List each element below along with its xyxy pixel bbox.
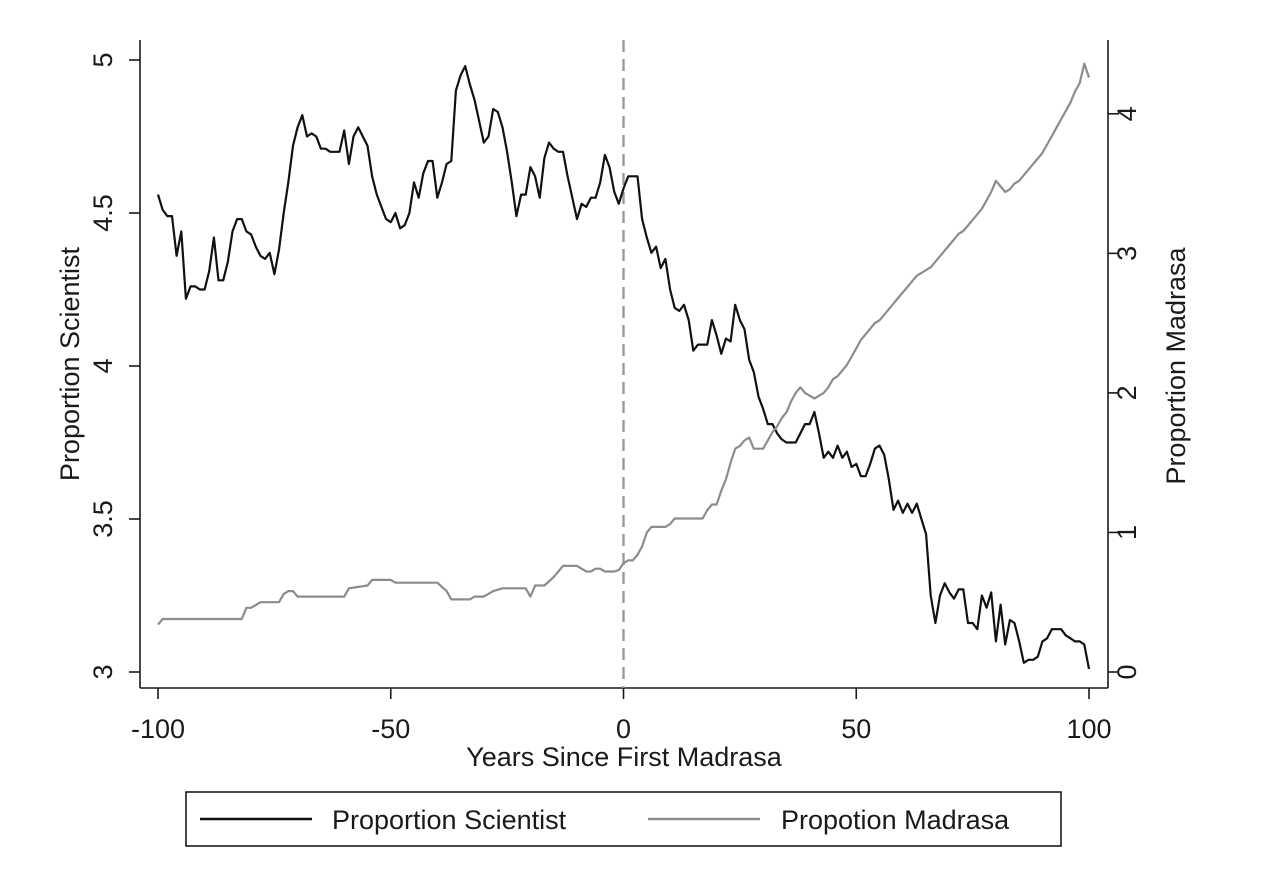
right-y-axis-label: Proportion Madrasa: [1161, 246, 1191, 484]
legend-label-proportion-scientist: Proportion Scientist: [332, 805, 567, 835]
left-y-tick-label: 4: [88, 358, 118, 373]
right-y-tick-label: 2: [1112, 385, 1142, 400]
x-axis-label: Years Since First Madrasa: [466, 742, 783, 772]
series-line-proportion-scientist: [156, 65, 1091, 670]
left-y-tick-label: 3: [88, 664, 118, 679]
right-y-tick-label: 0: [1112, 664, 1142, 679]
right-y-tick-label: 4: [1112, 106, 1142, 121]
left-y-tick-label: 5: [88, 52, 118, 67]
legend-label-proportion-madrasa: Propotion Madrasa: [781, 805, 1010, 835]
x-tick-label: -50: [371, 714, 410, 744]
right-y-tick-label: 1: [1112, 525, 1142, 540]
legend: Proportion Scientist Propotion Madrasa: [185, 791, 1062, 847]
x-axis-ticks: -100 -50 0 50 100: [131, 688, 1112, 744]
legend-box: [185, 791, 1062, 847]
left-y-tick-label: 3.5: [88, 500, 118, 538]
left-y-tick-label: 4.5: [88, 194, 118, 232]
left-y-axis-label: Proportion Scientist: [55, 246, 85, 481]
series-line-proportion-madrasa: [157, 62, 1091, 626]
left-y-axis-ticks: 3 3.5 4 4.5 5: [88, 52, 140, 680]
x-tick-label: 0: [616, 714, 631, 744]
x-tick-label: 100: [1066, 714, 1111, 744]
x-tick-label: 50: [841, 714, 871, 744]
right-y-axis-ticks: 0 1 2 3 4: [1108, 106, 1142, 680]
x-tick-label: -100: [131, 714, 185, 744]
right-y-tick-label: 3: [1112, 246, 1142, 261]
